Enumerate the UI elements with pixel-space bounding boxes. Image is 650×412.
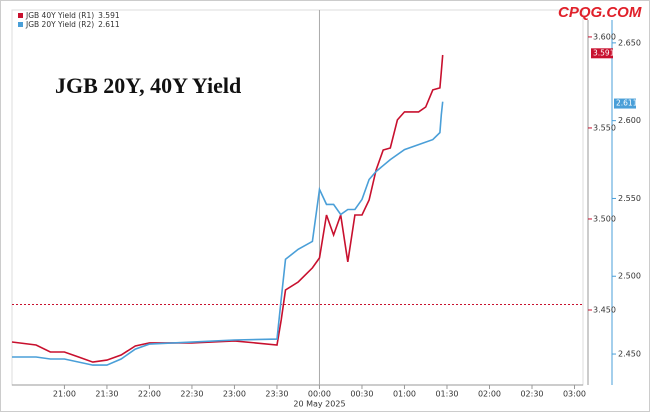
legend-value: 3.591 — [98, 11, 120, 20]
chart-title: JGB 20Y, 40Y Yield — [55, 73, 241, 98]
x-tick-label: 03:00 — [563, 390, 586, 399]
legend-swatch — [18, 13, 23, 18]
last-value-badge — [591, 48, 613, 59]
x-sublabel: 20 May 2025 — [293, 400, 345, 409]
x-tick-label: 21:00 — [53, 390, 76, 399]
x-tick-label: 01:00 — [393, 390, 416, 399]
y2-tick-label: 2.500 — [618, 272, 641, 281]
legend-label: JGB 20Y Yield (R2) — [25, 20, 94, 29]
last-value-label: 3.591 — [593, 48, 615, 57]
y-tick-label: 3.600 — [593, 32, 616, 41]
y2-tick-label: 2.600 — [618, 116, 641, 125]
x-tick-label: 21:30 — [95, 390, 118, 399]
last-value-badge — [614, 98, 636, 109]
y2-tick-label: 2.450 — [618, 350, 641, 359]
x-tick-label: 22:00 — [138, 390, 161, 399]
legend-swatch — [18, 22, 23, 27]
y-tick-label: 3.500 — [593, 214, 616, 223]
x-tick-label: 22:30 — [180, 390, 203, 399]
legend-value: 2.611 — [98, 20, 120, 29]
x-tick-label: 02:00 — [478, 390, 501, 399]
x-tick-label: 01:30 — [435, 390, 458, 399]
x-tick-label: 02:30 — [520, 390, 543, 399]
legend-label: JGB 40Y Yield (R1) — [25, 11, 94, 20]
x-tick-label: 23:30 — [265, 390, 288, 399]
y-tick-label: 3.450 — [593, 305, 616, 314]
x-tick-label: 00:00 — [308, 390, 331, 399]
x-tick-label: 00:30 — [350, 390, 373, 399]
y2-tick-label: 2.550 — [618, 194, 641, 203]
y2-tick-label: 2.650 — [618, 38, 641, 47]
last-value-label: 2.611 — [616, 99, 638, 108]
series-line — [11, 54, 444, 363]
series-line — [12, 101, 444, 366]
y-tick-label: 3.550 — [593, 123, 616, 132]
watermark: CPQG.COM — [558, 4, 642, 21]
x-tick-label: 23:00 — [223, 390, 246, 399]
